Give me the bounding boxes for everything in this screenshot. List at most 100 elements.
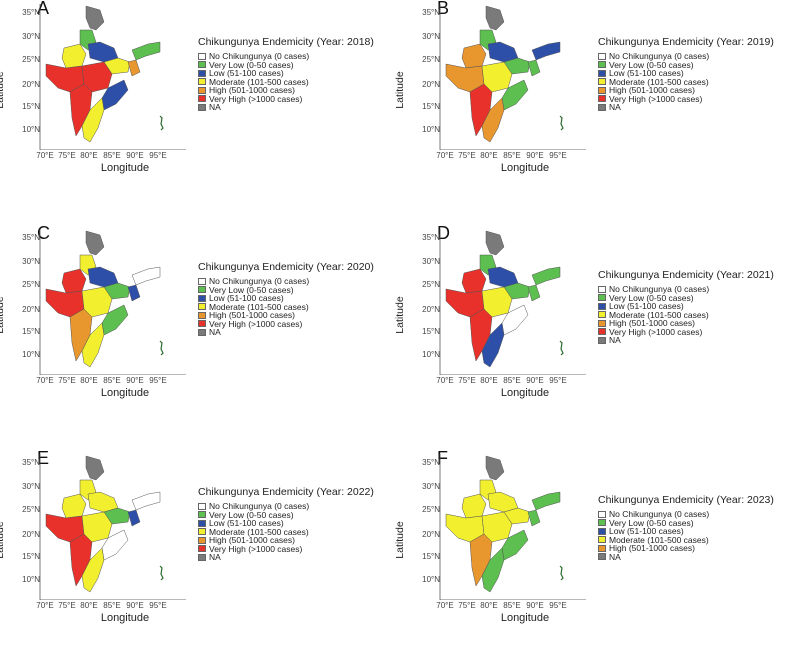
- legend-swatch: [598, 302, 606, 310]
- x-tick-label: 95°E: [549, 601, 567, 610]
- legend-item: NA: [598, 336, 774, 345]
- region-far-north: [485, 230, 505, 256]
- region-northwest: [461, 268, 487, 294]
- legend-title: Chikungunya Endemicity (Year: 2022): [198, 486, 374, 498]
- legend-label: Moderate (101-500 cases): [609, 309, 709, 320]
- legend-swatch: [598, 319, 606, 327]
- legend-swatch: [198, 286, 206, 294]
- y-tick-label: 15°N: [422, 327, 440, 336]
- x-tick-label: 85°E: [503, 151, 521, 160]
- legend: Chikungunya Endemicity (Year: 2023) No Ch…: [598, 494, 774, 561]
- legend-item: Moderate (101-500 cases): [598, 535, 774, 545]
- legend-label: High (501-1000 cases): [209, 535, 295, 545]
- y-tick-label: 10°N: [22, 350, 40, 359]
- legend-item: Low (51-100 cases): [598, 69, 774, 78]
- legend-item: Very Low (0-50 cases): [198, 510, 374, 520]
- legend-swatch: [598, 86, 606, 94]
- legend-label: NA: [609, 335, 621, 345]
- map-panel-c: C 35°N 30°N 25°N 20°N 15°N 10°N 70°E 75°E 80°E 85°…: [0, 223, 400, 435]
- x-tick-label: 90°E: [526, 151, 544, 160]
- x-tick-label: 85°E: [103, 376, 121, 385]
- legend-swatch: [598, 527, 606, 535]
- legend-swatch: [598, 95, 606, 103]
- legend-item: High (501-1000 cases): [598, 86, 774, 95]
- region-northeast: [531, 41, 561, 61]
- x-tick-label: 70°E: [36, 151, 54, 160]
- x-tick-label: 95°E: [149, 376, 167, 385]
- x-tick-label: 95°E: [149, 151, 167, 160]
- region-north-central: [487, 41, 519, 63]
- x-axis-label: Longitude: [100, 162, 150, 174]
- india-map: [439, 454, 586, 600]
- legend-item: Low (51-100 cases): [198, 294, 374, 303]
- y-tick-label: 15°N: [22, 102, 40, 111]
- x-tick-label: 85°E: [503, 601, 521, 610]
- legend-swatch: [198, 277, 206, 285]
- x-tick-label: 90°E: [526, 601, 544, 610]
- y-tick-label: 35°N: [22, 233, 40, 242]
- y-tick-label: 25°N: [22, 55, 40, 64]
- region-south-e: [481, 97, 505, 143]
- region-northwest: [61, 43, 87, 69]
- legend-label: Very High (>1000 cases): [609, 326, 703, 337]
- x-tick-label: 75°E: [458, 601, 476, 610]
- legend-item: Moderate (101-500 cases): [598, 309, 774, 320]
- y-tick-label: 20°N: [22, 530, 40, 539]
- india-map: [439, 4, 586, 150]
- legend-item: Very High (>1000 cases): [198, 544, 374, 554]
- legend-item: NA: [198, 328, 374, 337]
- x-axis-label: Longitude: [100, 612, 150, 624]
- legend-label: Low (51-100 cases): [609, 68, 684, 78]
- legend-swatch: [198, 528, 206, 536]
- legend-swatch: [198, 52, 206, 60]
- plot-axes: [39, 454, 186, 600]
- x-tick-label: 75°E: [458, 151, 476, 160]
- x-axis-label: Longitude: [500, 387, 550, 399]
- y-tick-label: 35°N: [422, 233, 440, 242]
- x-tick-label: 80°E: [80, 601, 98, 610]
- legend-item: Low (51-100 cases): [598, 527, 774, 536]
- region-far-north: [85, 455, 105, 481]
- legend-label: Low (51-100 cases): [209, 293, 284, 303]
- legend-item: High (501-1000 cases): [598, 544, 774, 553]
- x-tick-label: 75°E: [458, 376, 476, 385]
- india-map: [39, 454, 186, 600]
- legend-label: No Chikungunya (0 cases): [609, 51, 710, 61]
- x-tick-label: 75°E: [58, 151, 76, 160]
- legend-label: Moderate (101-500 cases): [209, 301, 309, 312]
- legend-swatch: [198, 294, 206, 302]
- y-tick-label: 20°N: [22, 80, 40, 89]
- legend-swatch: [198, 502, 206, 510]
- legend-swatch: [598, 78, 606, 86]
- legend-item: No Chikungunya (0 cases): [598, 285, 774, 294]
- legend-swatch: [198, 545, 206, 553]
- legend-item: Moderate (101-500 cases): [198, 76, 374, 87]
- legend-swatch: [198, 328, 206, 336]
- legend-item: No Chikungunya (0 cases): [198, 52, 374, 61]
- x-axis-label: Longitude: [500, 612, 550, 624]
- map-panel-b: B 35°N 30°N 25°N 20°N 15°N 10°N 70°E 75°E 80°E 85°…: [394, 0, 800, 210]
- x-tick-label: 70°E: [436, 376, 454, 385]
- legend-swatch: [198, 69, 206, 77]
- region-north-central: [487, 491, 519, 513]
- legend-swatch: [198, 78, 206, 86]
- legend-swatch: [598, 294, 606, 302]
- region-ne-small: [527, 284, 541, 302]
- y-tick-label: 35°N: [422, 8, 440, 17]
- legend-item: NA: [598, 552, 774, 562]
- legend-label: NA: [209, 327, 221, 337]
- y-tick-label: 30°N: [422, 482, 440, 491]
- x-tick-label: 85°E: [103, 151, 121, 160]
- y-tick-label: 30°N: [22, 32, 40, 41]
- legend-item: Low (51-100 cases): [198, 69, 374, 78]
- legend-swatch: [198, 311, 206, 319]
- legend-swatch: [198, 320, 206, 328]
- x-tick-label: 90°E: [126, 601, 144, 610]
- legend-swatch: [598, 311, 606, 319]
- region-north-central: [87, 41, 119, 63]
- legend-label: Moderate (101-500 cases): [209, 76, 309, 87]
- plot-axes: [439, 229, 586, 375]
- region-northwest: [61, 268, 87, 294]
- india-map: [39, 4, 186, 150]
- y-tick-label: 35°N: [22, 8, 40, 17]
